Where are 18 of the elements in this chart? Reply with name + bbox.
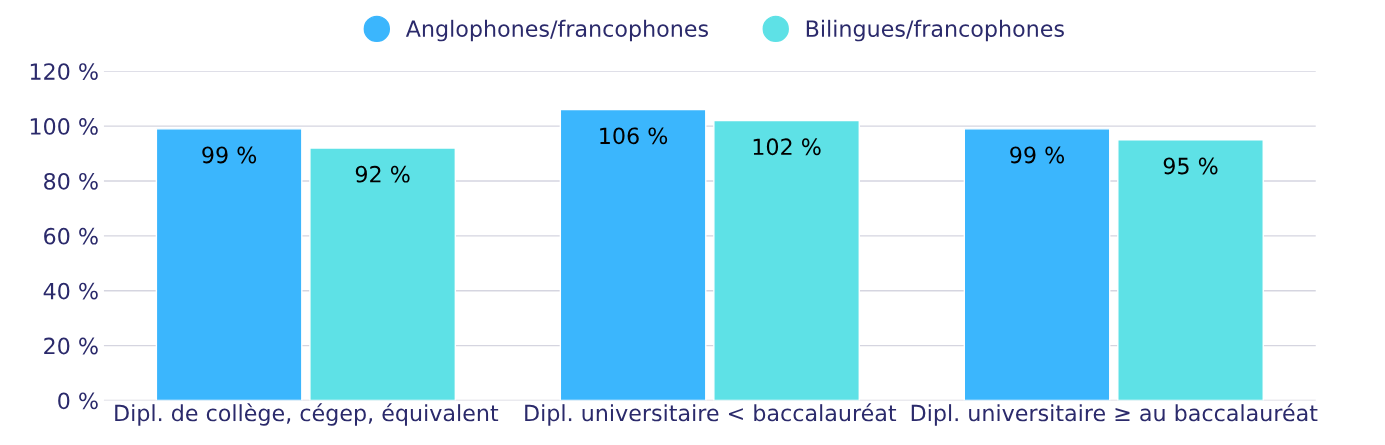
- y-tick-label: 120 %: [30, 63, 98, 80]
- y-tick-label: 20 %: [44, 337, 98, 355]
- data-label: 92 %: [355, 165, 410, 183]
- y-tick-label: 60 %: [44, 227, 98, 245]
- y-tick-label: 40 %: [43, 282, 98, 300]
- legend-label: Bilingues/francophones: [806, 19, 1064, 42]
- x-tick-label: Dipl. universitaire ≥ au baccalauréat: [911, 403, 1318, 426]
- x-tick-label: Dipl. universitaire < baccalauréat: [525, 403, 897, 426]
- data-label: 106 %: [600, 127, 668, 145]
- y-tick-label: 100 %: [30, 118, 98, 135]
- data-label: 99 %: [1010, 146, 1065, 164]
- data-label: 102 %: [753, 138, 821, 156]
- y-tick-label: 80 %: [44, 172, 98, 190]
- data-label: 95 %: [1163, 157, 1218, 175]
- y-tick-label: 0 %: [58, 392, 98, 410]
- x-tick-label: Dipl. de collège, cégep, équivalent: [115, 403, 499, 426]
- data-label: 99 %: [202, 146, 257, 164]
- legend-label: Anglophones/francophones: [405, 19, 708, 42]
